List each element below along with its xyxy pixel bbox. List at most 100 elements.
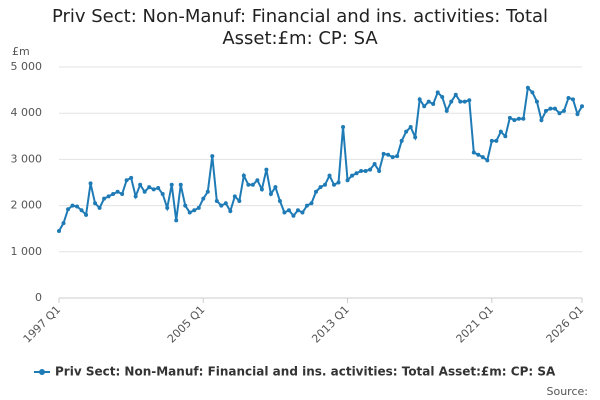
- point: [295, 208, 300, 213]
- y-tick-label: 1 000: [11, 245, 43, 258]
- point: [462, 99, 467, 104]
- point: [250, 182, 255, 187]
- point: [404, 129, 409, 134]
- point: [471, 150, 476, 155]
- point: [552, 106, 557, 111]
- point: [75, 204, 80, 209]
- point: [255, 178, 260, 183]
- point: [219, 203, 224, 208]
- point: [354, 171, 359, 176]
- point: [453, 92, 458, 97]
- point: [192, 208, 197, 213]
- point: [151, 187, 156, 192]
- point: [223, 201, 228, 206]
- point: [363, 168, 368, 173]
- point: [557, 111, 562, 116]
- x-tick-label: 1997 Q1: [21, 303, 64, 346]
- point: [120, 192, 125, 197]
- point: [548, 106, 553, 111]
- point: [498, 129, 503, 134]
- point: [97, 205, 102, 210]
- point: [381, 151, 386, 156]
- point: [183, 203, 188, 208]
- point: [70, 203, 75, 208]
- point: [431, 101, 436, 106]
- point: [417, 97, 422, 102]
- point: [237, 198, 242, 203]
- point: [178, 182, 183, 187]
- point: [399, 138, 404, 143]
- point: [359, 168, 364, 173]
- point: [61, 221, 66, 226]
- point: [205, 189, 210, 194]
- point: [232, 194, 237, 199]
- source: Source:: [547, 385, 589, 398]
- point: [196, 205, 201, 210]
- y-axis-label: £m: [12, 45, 30, 58]
- point: [476, 152, 481, 157]
- x-tick-label: 2013 Q1: [309, 303, 352, 346]
- point: [129, 175, 134, 180]
- point: [395, 154, 400, 159]
- point: [422, 104, 427, 109]
- point: [440, 95, 445, 100]
- point: [174, 218, 179, 223]
- point: [246, 182, 251, 187]
- point: [138, 182, 143, 187]
- point: [426, 99, 431, 104]
- point: [201, 196, 206, 201]
- point: [390, 155, 395, 160]
- point: [458, 99, 463, 104]
- point: [512, 118, 517, 123]
- point: [160, 192, 165, 197]
- point: [210, 154, 215, 159]
- legend-marker: [39, 369, 45, 375]
- point: [327, 173, 332, 178]
- point: [286, 208, 291, 213]
- point: [277, 198, 282, 203]
- point: [88, 181, 93, 186]
- y-tick-label: 5 000: [11, 60, 43, 73]
- point: [336, 180, 341, 185]
- point: [241, 173, 246, 178]
- y-tick-label: 2 000: [11, 199, 43, 212]
- point: [273, 185, 278, 190]
- point: [318, 185, 323, 190]
- point: [106, 194, 111, 199]
- point: [413, 135, 418, 140]
- point: [368, 167, 373, 172]
- point: [332, 182, 337, 187]
- point: [561, 108, 566, 113]
- point: [165, 205, 170, 210]
- point: [124, 178, 129, 183]
- point: [214, 198, 219, 203]
- point: [323, 182, 328, 187]
- point: [467, 98, 472, 103]
- point: [228, 209, 233, 214]
- point: [372, 162, 377, 167]
- point: [102, 196, 107, 201]
- point: [309, 201, 314, 206]
- x-tick-label: 2021 Q1: [454, 303, 497, 346]
- point: [93, 201, 98, 206]
- chart-title: Priv Sect: Non-Manuf: Financial and ins.…: [51, 6, 549, 49]
- point: [57, 229, 61, 234]
- point: [84, 212, 89, 217]
- point: [259, 187, 264, 192]
- point: [79, 208, 84, 213]
- point: [534, 99, 539, 104]
- point: [66, 207, 71, 212]
- x-tick-label: 2026 Q1: [544, 303, 587, 346]
- point: [580, 104, 584, 109]
- point: [133, 194, 138, 199]
- point: [386, 152, 391, 157]
- y-tick-label: 3 000: [11, 152, 43, 165]
- point: [147, 185, 152, 190]
- point: [570, 97, 575, 102]
- point: [543, 108, 548, 113]
- point: [575, 112, 580, 117]
- point: [304, 203, 309, 208]
- point: [142, 189, 147, 194]
- point: [268, 192, 273, 197]
